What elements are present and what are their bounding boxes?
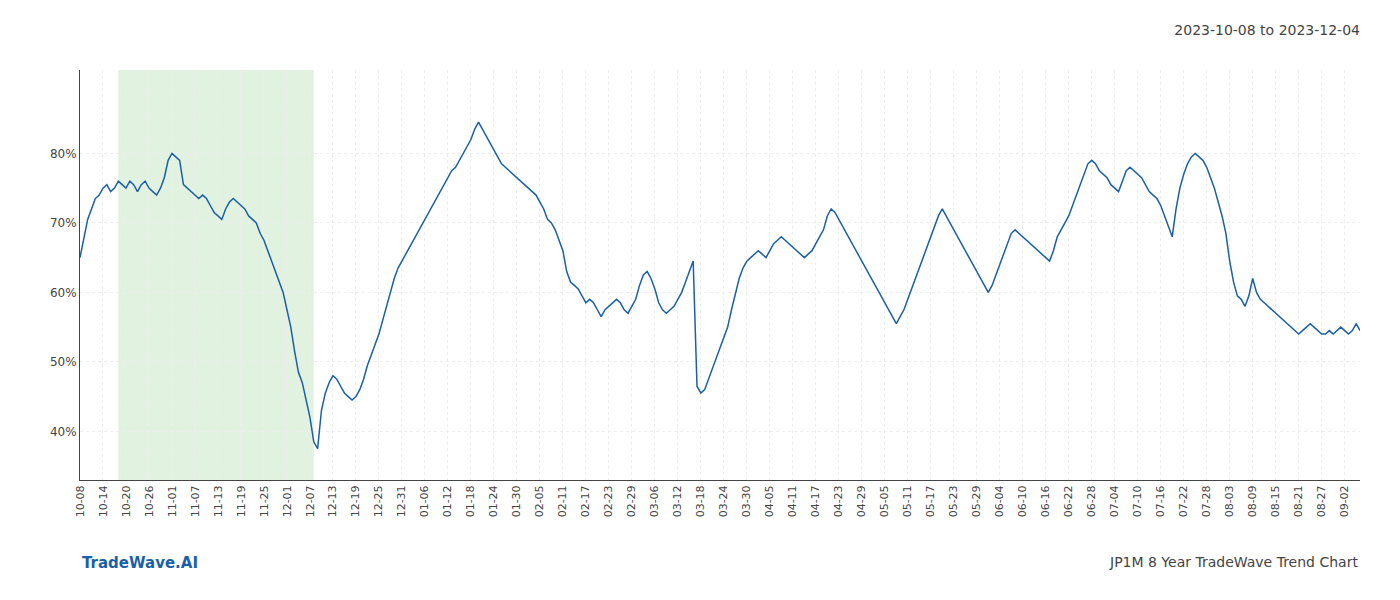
svg-text:03-18: 03-18 (694, 485, 707, 517)
svg-text:01-06: 01-06 (418, 485, 431, 517)
svg-text:10-20: 10-20 (120, 485, 133, 517)
svg-text:02-29: 02-29 (625, 485, 638, 517)
svg-text:08-27: 08-27 (1315, 485, 1328, 517)
svg-text:08-03: 08-03 (1223, 485, 1236, 517)
svg-text:11-01: 11-01 (166, 485, 179, 517)
svg-text:08-21: 08-21 (1292, 485, 1305, 517)
svg-text:04-29: 04-29 (855, 485, 868, 517)
svg-text:11-19: 11-19 (235, 485, 248, 517)
svg-text:01-30: 01-30 (510, 485, 523, 517)
svg-text:01-12: 01-12 (441, 485, 454, 517)
svg-text:80%: 80% (50, 147, 77, 161)
svg-text:08-09: 08-09 (1246, 485, 1259, 517)
svg-text:03-30: 03-30 (740, 485, 753, 517)
svg-text:07-16: 07-16 (1154, 485, 1167, 517)
svg-text:12-13: 12-13 (327, 485, 340, 517)
svg-text:07-22: 07-22 (1177, 485, 1190, 517)
svg-text:04-23: 04-23 (832, 485, 845, 517)
svg-text:2023-10-08 to 2023-12-04: 2023-10-08 to 2023-12-04 (1174, 22, 1360, 38)
svg-text:01-18: 01-18 (464, 485, 477, 517)
svg-text:11-07: 11-07 (189, 485, 202, 517)
svg-text:12-25: 12-25 (372, 485, 385, 517)
svg-text:10-26: 10-26 (143, 485, 156, 517)
svg-text:12-31: 12-31 (395, 485, 408, 517)
svg-text:05-11: 05-11 (901, 485, 914, 517)
svg-text:70%: 70% (50, 216, 77, 230)
svg-text:01-24: 01-24 (487, 485, 500, 517)
svg-text:TradeWave.AI: TradeWave.AI (82, 554, 198, 572)
svg-text:02-17: 02-17 (579, 485, 592, 517)
svg-text:JP1M 8 Year TradeWave Trend Ch: JP1M 8 Year TradeWave Trend Chart (1109, 554, 1358, 570)
svg-text:06-10: 06-10 (1016, 485, 1029, 517)
svg-text:11-13: 11-13 (212, 485, 225, 517)
svg-text:04-17: 04-17 (809, 485, 822, 517)
svg-text:50%: 50% (50, 355, 77, 369)
svg-text:04-05: 04-05 (763, 485, 776, 517)
svg-text:07-28: 07-28 (1200, 485, 1213, 517)
svg-text:05-23: 05-23 (947, 485, 960, 517)
svg-text:60%: 60% (50, 286, 77, 300)
svg-text:08-15: 08-15 (1269, 485, 1282, 517)
svg-text:06-22: 06-22 (1062, 485, 1075, 517)
svg-text:10-14: 10-14 (97, 485, 110, 517)
svg-text:06-04: 06-04 (993, 485, 1006, 517)
svg-text:02-23: 02-23 (602, 485, 615, 517)
svg-text:05-29: 05-29 (970, 485, 983, 517)
svg-text:06-16: 06-16 (1039, 485, 1052, 517)
svg-text:07-10: 07-10 (1131, 485, 1144, 517)
svg-text:09-02: 09-02 (1338, 485, 1351, 517)
svg-text:10-08: 10-08 (74, 485, 87, 517)
svg-text:05-17: 05-17 (924, 485, 937, 517)
svg-text:02-05: 02-05 (533, 485, 546, 517)
svg-text:05-05: 05-05 (878, 485, 891, 517)
svg-text:03-12: 03-12 (671, 485, 684, 517)
svg-text:11-25: 11-25 (258, 485, 271, 517)
svg-text:12-07: 12-07 (304, 485, 317, 517)
svg-text:02-11: 02-11 (556, 485, 569, 517)
svg-text:40%: 40% (50, 425, 77, 439)
svg-text:04-11: 04-11 (786, 485, 799, 517)
svg-text:03-06: 03-06 (648, 485, 661, 517)
svg-text:03-24: 03-24 (717, 485, 730, 517)
svg-text:12-01: 12-01 (281, 485, 294, 517)
svg-text:07-04: 07-04 (1108, 485, 1121, 517)
svg-text:12-19: 12-19 (350, 485, 363, 517)
svg-text:06-28: 06-28 (1085, 485, 1098, 517)
